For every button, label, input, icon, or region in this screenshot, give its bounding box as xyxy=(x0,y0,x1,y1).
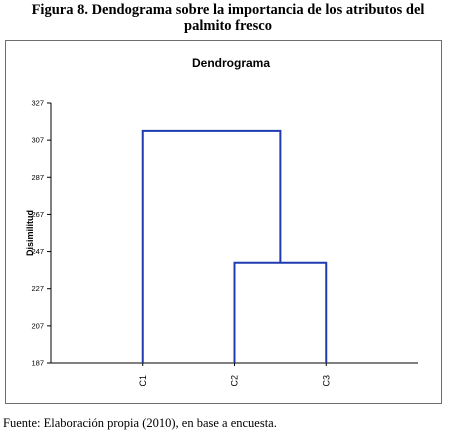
dendrogram-link xyxy=(233,261,328,363)
leaf-label: C1 xyxy=(138,375,148,387)
y-axis-label: Disimilitud xyxy=(25,210,35,256)
leaf-label: C2 xyxy=(230,375,240,387)
figure-title-line2: palmito fresco xyxy=(184,18,272,34)
dendrogram-links xyxy=(141,129,328,363)
y-tick-label: 207 xyxy=(31,321,44,330)
figure-title: Figura 8. Dendograma sobre la importanci… xyxy=(0,2,456,34)
leaf-labels: C1 C2 C3 xyxy=(138,363,331,387)
y-tick-label: 327 xyxy=(31,99,44,108)
y-tick-label: 307 xyxy=(31,136,44,145)
figure-title-line1: Figura 8. Dendograma sobre la importanci… xyxy=(31,2,425,18)
dendrogram-chart: Dendrograma Disimilitud 327 307 287 267 247 2… xyxy=(25,56,418,387)
y-tick-label: 267 xyxy=(31,210,44,219)
chart-frame: Dendrograma Disimilitud 327 307 287 267 247 2… xyxy=(5,40,442,404)
y-ticks: 327 307 287 267 247 227 207 187 xyxy=(31,99,51,368)
y-tick-label: 287 xyxy=(31,173,44,182)
leaf-label: C3 xyxy=(321,375,331,387)
figure-source: Fuente: Elaboración propia (2010), en ba… xyxy=(3,416,277,430)
y-tick-label: 187 xyxy=(31,359,44,368)
dendrogram-link xyxy=(141,129,282,363)
y-tick-label: 227 xyxy=(31,284,44,293)
y-tick-label: 247 xyxy=(31,247,44,256)
chart-title: Dendrograma xyxy=(192,56,270,70)
